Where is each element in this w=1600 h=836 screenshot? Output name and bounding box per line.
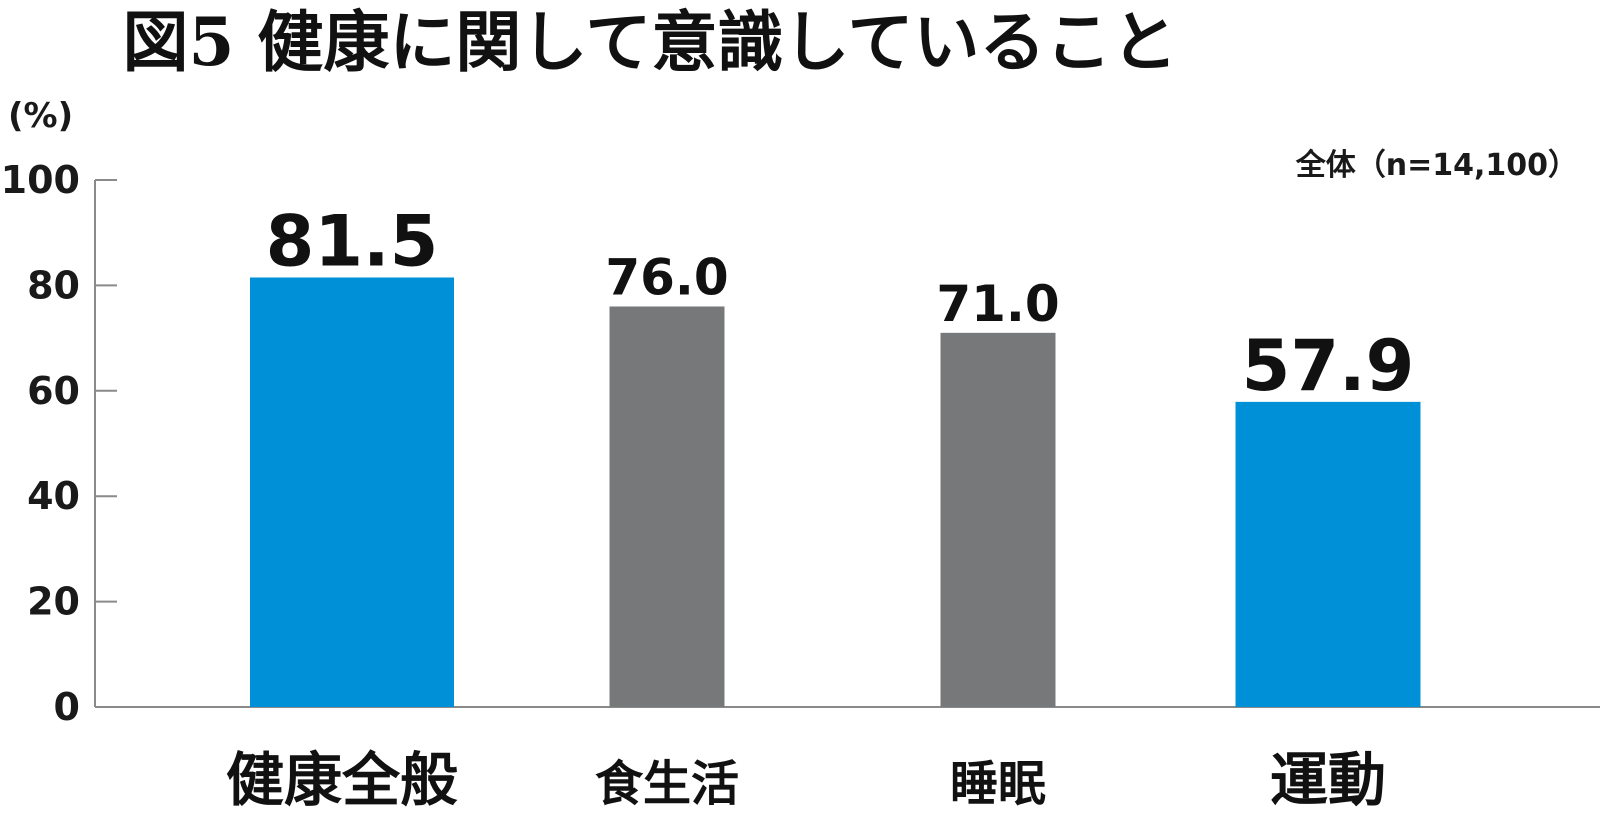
y-tick-label: 80 xyxy=(27,263,80,307)
y-axis: 0 20 40 60 80 100 xyxy=(1,158,117,729)
category-label: 健康全般 xyxy=(226,746,458,814)
bar xyxy=(1235,401,1421,707)
category-label: 睡眠 xyxy=(950,756,1046,812)
bars xyxy=(250,277,1421,707)
chart-title: 図5 健康に関して意識していること xyxy=(122,3,1178,81)
bar xyxy=(940,332,1056,707)
value-label: 57.9 xyxy=(1242,325,1415,407)
value-labels: 81.5 76.0 71.0 57.9 xyxy=(266,200,1415,406)
category-label: 運動 xyxy=(1270,746,1386,814)
value-label: 81.5 xyxy=(266,200,439,282)
y-tick-label: 100 xyxy=(1,158,80,202)
category-labels: 健康全般 食生活 睡眠 運動 xyxy=(226,746,1386,814)
category-label: 食生活 xyxy=(595,756,739,812)
y-unit-label: (%) xyxy=(8,96,74,136)
y-tick-label: 20 xyxy=(27,580,80,624)
value-label: 76.0 xyxy=(605,248,728,306)
bar xyxy=(250,277,454,707)
sample-size-note: 全体（n=14,100） xyxy=(1295,148,1578,183)
y-tick-label: 40 xyxy=(27,474,80,518)
y-tick-label: 0 xyxy=(54,685,80,729)
y-tick-label: 60 xyxy=(27,369,80,413)
value-label: 71.0 xyxy=(936,275,1059,333)
bar xyxy=(609,306,725,707)
